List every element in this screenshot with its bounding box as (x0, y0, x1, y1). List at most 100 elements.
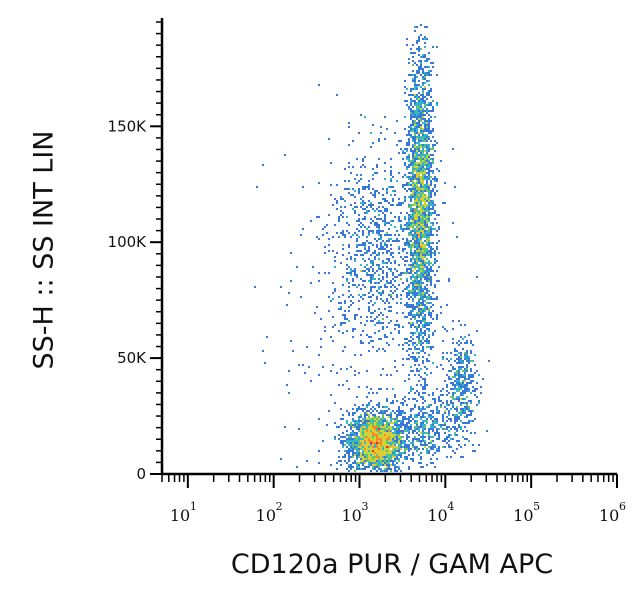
event-dot (414, 186, 416, 188)
event-dot (440, 426, 442, 428)
event-dot (470, 432, 472, 434)
event-dot (418, 48, 420, 50)
event-dot (394, 268, 396, 270)
event-dot (318, 238, 320, 240)
event-dot (420, 222, 422, 224)
event-dot (414, 238, 416, 240)
event-dot (370, 260, 372, 262)
event-dot (414, 148, 416, 150)
y-tick-label: 100K (108, 233, 148, 251)
event-dot (344, 310, 346, 312)
event-dot (438, 214, 440, 216)
event-dot (400, 432, 402, 434)
event-dot (440, 312, 442, 314)
event-dot (382, 406, 384, 408)
event-dot (382, 438, 384, 440)
event-dot (420, 396, 422, 398)
event-dot (418, 210, 420, 212)
event-dot (462, 408, 464, 410)
event-dot (398, 446, 400, 448)
event-dot (424, 174, 426, 176)
event-dot (382, 300, 384, 302)
event-dot (418, 454, 420, 456)
event-dot (368, 454, 370, 456)
event-dot (390, 180, 392, 182)
event-dot (450, 378, 452, 380)
event-dot (432, 346, 434, 348)
event-dot (328, 272, 330, 274)
event-dot (422, 246, 424, 248)
event-dot (374, 432, 376, 434)
event-dot (396, 296, 398, 298)
event-dot (418, 228, 420, 230)
event-dot (396, 324, 398, 326)
event-dot (344, 316, 346, 318)
event-dot (456, 398, 458, 400)
event-dot (424, 200, 426, 202)
event-dot (418, 162, 420, 164)
event-dot (408, 242, 410, 244)
event-dot (468, 378, 470, 380)
event-dot (400, 422, 402, 424)
event-dot (398, 264, 400, 266)
event-dot (460, 366, 462, 368)
event-dot (428, 94, 430, 96)
event-dot (386, 458, 388, 460)
event-dot (416, 102, 418, 104)
event-dot (428, 202, 430, 204)
event-dot (364, 166, 366, 168)
event-dot (476, 370, 478, 372)
event-dot (340, 206, 342, 208)
event-dot (372, 168, 374, 170)
event-dot (416, 224, 418, 226)
event-dot (386, 434, 388, 436)
event-dot (418, 190, 420, 192)
event-dot (410, 214, 412, 216)
event-dot (426, 296, 428, 298)
event-dot (370, 470, 372, 472)
event-dot (384, 446, 386, 448)
event-dot (420, 120, 422, 122)
event-dot (382, 328, 384, 330)
event-dot (368, 450, 370, 452)
event-dot (390, 234, 392, 236)
event-dot (422, 194, 424, 196)
event-dot (382, 448, 384, 450)
event-dot (412, 194, 414, 196)
event-dot (462, 390, 464, 392)
event-dot (420, 146, 422, 148)
event-dot (422, 252, 424, 254)
event-dot (332, 326, 334, 328)
event-dot (390, 374, 392, 376)
event-dot (356, 396, 358, 398)
event-dot (356, 466, 358, 468)
event-dot (334, 260, 336, 262)
event-dot (410, 102, 412, 104)
event-dot (402, 248, 404, 250)
event-dot (416, 186, 418, 188)
event-dot (416, 282, 418, 284)
event-dot (460, 392, 462, 394)
event-dot (372, 268, 374, 270)
event-dot (360, 270, 362, 272)
event-dot (368, 464, 370, 466)
event-dot (378, 202, 380, 204)
event-dot (428, 170, 430, 172)
event-dot (298, 428, 300, 430)
event-dot (412, 88, 414, 90)
event-dot (426, 444, 428, 446)
event-dot (412, 264, 414, 266)
event-dot (412, 282, 414, 284)
event-dot (414, 158, 416, 160)
event-dot (396, 276, 398, 278)
event-dot (384, 216, 386, 218)
event-dot (348, 460, 350, 462)
event-dot (420, 136, 422, 138)
event-dot (382, 442, 384, 444)
event-dot (410, 282, 412, 284)
event-dot (426, 72, 428, 74)
event-dot (352, 280, 354, 282)
event-dot (402, 432, 404, 434)
event-dot (360, 222, 362, 224)
event-dot (370, 462, 372, 464)
